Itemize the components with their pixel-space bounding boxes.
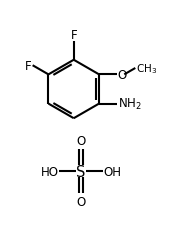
Text: O: O	[118, 69, 127, 82]
Text: F: F	[70, 28, 77, 41]
Text: S: S	[76, 164, 86, 179]
Text: NH$_2$: NH$_2$	[118, 97, 142, 112]
Text: CH$_3$: CH$_3$	[136, 62, 157, 76]
Text: F: F	[25, 59, 32, 73]
Text: O: O	[76, 135, 86, 148]
Text: O: O	[76, 195, 86, 208]
Text: OH: OH	[104, 165, 121, 178]
Text: HO: HO	[41, 165, 59, 178]
